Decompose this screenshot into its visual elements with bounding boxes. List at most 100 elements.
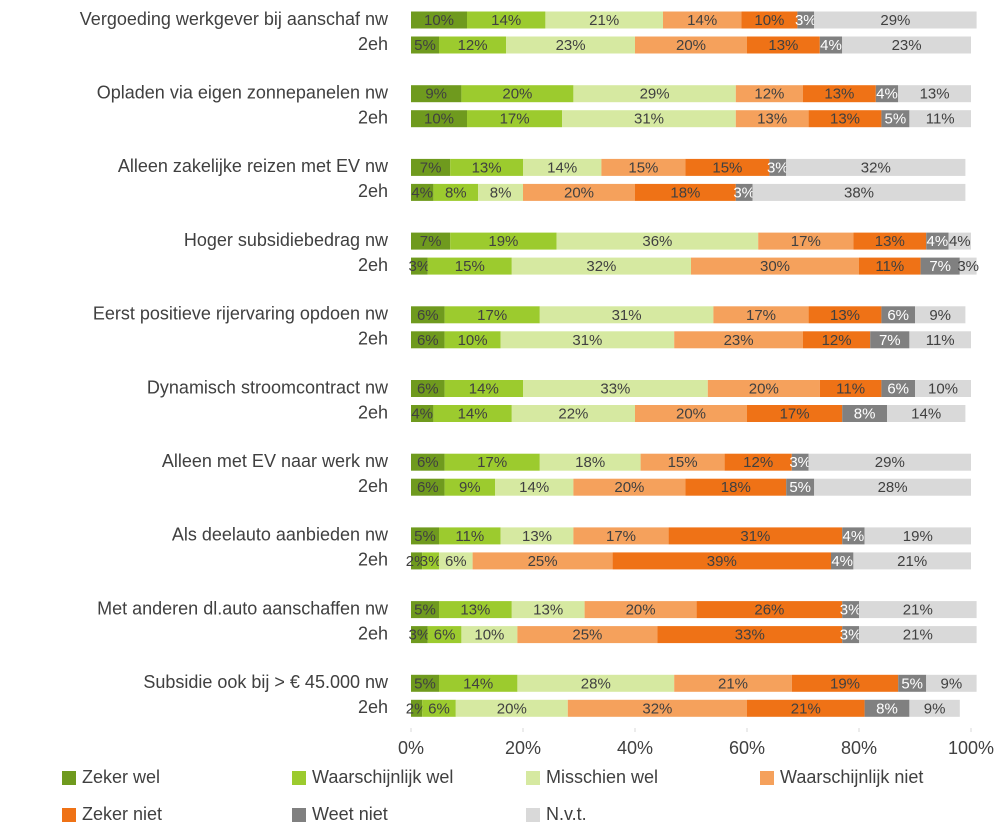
value-label: 25%	[528, 553, 558, 570]
value-label: 32%	[586, 258, 616, 275]
value-label: 8%	[854, 405, 876, 422]
value-label: 12%	[754, 86, 784, 103]
legend-label: Waarschijnlijk niet	[780, 767, 923, 787]
value-label: 3%	[733, 184, 755, 201]
value-label: 8%	[876, 700, 898, 717]
category-label: Opladen via eigen zonnepanelen nw	[97, 82, 389, 102]
bar-segment	[881, 110, 910, 128]
bar-segment	[433, 183, 479, 201]
x-tick-label: 100%	[948, 738, 994, 758]
bar-segment	[427, 626, 462, 644]
value-label: 23%	[556, 37, 586, 54]
value-label: 17%	[477, 454, 507, 471]
value-label: 3%	[767, 159, 789, 176]
bar-segment	[859, 626, 977, 644]
value-label: 20%	[614, 479, 644, 496]
value-label: 13%	[460, 602, 490, 619]
x-tick-label: 20%	[505, 738, 541, 758]
bar-segment	[461, 626, 518, 644]
bar-segment	[786, 478, 815, 496]
bar-segment	[411, 380, 445, 397]
bar-segment	[926, 674, 977, 692]
bar-segment	[691, 257, 859, 275]
value-label: 19%	[903, 528, 933, 545]
value-label: 6%	[417, 479, 439, 496]
legend-swatch	[526, 771, 540, 785]
bar-segment	[786, 158, 966, 176]
value-label: 3%	[957, 258, 979, 275]
value-label: 10%	[458, 332, 488, 349]
legend-swatch	[62, 771, 76, 785]
bar-segment	[898, 674, 927, 692]
value-label: 6%	[428, 700, 450, 717]
value-label: 32%	[642, 700, 672, 717]
value-label: 14%	[687, 12, 717, 29]
bar-segment	[797, 11, 815, 29]
value-label: 10%	[474, 627, 504, 644]
value-label: 12%	[743, 454, 773, 471]
bar-segment	[444, 306, 540, 324]
bar-segment	[870, 331, 910, 349]
value-label: 18%	[721, 479, 751, 496]
value-label: 13%	[830, 307, 860, 324]
value-label: 15%	[628, 159, 658, 176]
category-label: Vergoeding werkgever bij aanschaf nw	[80, 9, 389, 29]
bar-segment	[455, 699, 568, 717]
bar-segment	[444, 478, 495, 496]
value-label: 20%	[564, 184, 594, 201]
value-label: 5%	[414, 528, 436, 545]
legend-swatch	[62, 808, 76, 822]
value-label: 26%	[754, 602, 784, 619]
bar-segment	[814, 478, 971, 496]
value-label: 7%	[929, 258, 951, 275]
bar-segment	[814, 11, 977, 29]
bar-segment	[411, 36, 439, 54]
bar-segment	[674, 674, 792, 692]
bar-segment	[411, 405, 434, 422]
value-label: 8%	[490, 184, 512, 201]
value-label: 39%	[707, 553, 737, 570]
legend-label: N.v.t.	[546, 804, 587, 824]
bar-segment	[909, 699, 960, 717]
bar-segment	[657, 626, 843, 644]
bar-segment	[674, 331, 803, 349]
bar-segment	[411, 626, 428, 644]
value-label: 11%	[875, 258, 904, 275]
value-label: 10%	[754, 12, 784, 29]
value-label: 31%	[572, 332, 602, 349]
bar-segment	[500, 527, 574, 545]
x-tick-label: 0%	[398, 738, 424, 758]
bar-segment	[685, 478, 787, 496]
value-label: 3%	[409, 627, 431, 644]
bar-segment	[584, 601, 697, 619]
value-label: 13%	[533, 602, 563, 619]
value-label: 21%	[718, 675, 748, 692]
category-label: 2eh	[358, 34, 388, 54]
value-label: 18%	[575, 454, 605, 471]
bar-segment	[864, 699, 910, 717]
value-label: 17%	[791, 233, 821, 250]
value-label: 5%	[414, 675, 436, 692]
value-label: 3%	[789, 454, 811, 471]
bar-segment	[411, 257, 428, 275]
bar-segment	[819, 36, 843, 54]
bar-segment	[864, 527, 971, 545]
bar-segment	[450, 158, 523, 176]
bar-segment	[439, 36, 507, 54]
value-label: 5%	[414, 602, 436, 619]
value-label: 2%	[406, 553, 428, 570]
bar-segment	[635, 183, 736, 201]
bar-segment	[411, 306, 445, 324]
category-label: 2eh	[358, 402, 388, 422]
legend-swatch	[760, 771, 774, 785]
bar-segment	[747, 36, 820, 54]
value-label: 23%	[892, 37, 922, 54]
value-label: 6%	[417, 380, 439, 397]
bar-segment	[411, 331, 445, 349]
bar-segment	[859, 601, 977, 619]
value-label: 6%	[417, 454, 439, 471]
value-label: 11%	[926, 111, 955, 128]
value-label: 6%	[445, 553, 467, 570]
value-label: 3%	[409, 258, 431, 275]
